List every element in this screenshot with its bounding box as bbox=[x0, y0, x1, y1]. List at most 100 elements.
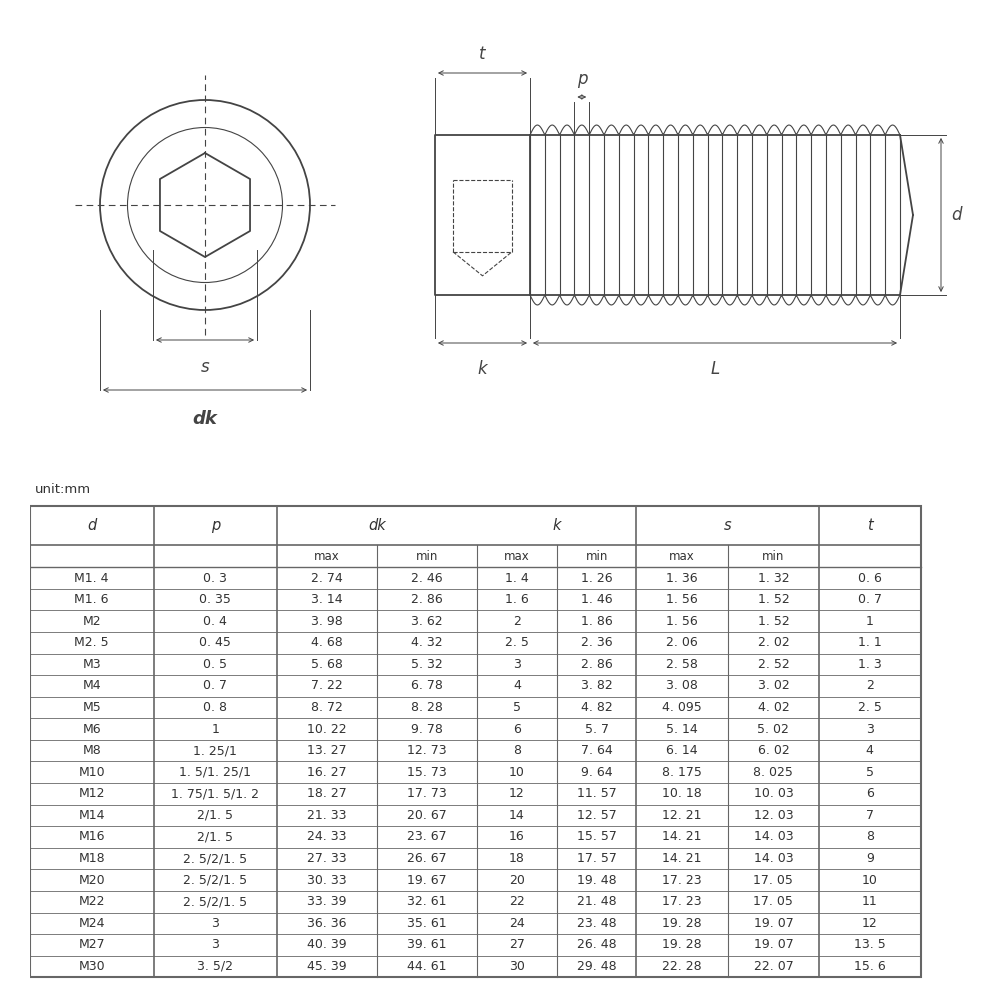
Text: M2. 5: M2. 5 bbox=[74, 636, 109, 649]
Text: 5. 7: 5. 7 bbox=[585, 723, 609, 736]
Text: 2. 58: 2. 58 bbox=[666, 658, 698, 671]
Text: 2. 5: 2. 5 bbox=[858, 701, 882, 714]
Text: 12. 03: 12. 03 bbox=[754, 809, 793, 822]
Text: 3. 98: 3. 98 bbox=[311, 615, 343, 628]
Text: 5. 68: 5. 68 bbox=[311, 658, 343, 671]
Text: 1. 5/1. 25/1: 1. 5/1. 25/1 bbox=[179, 766, 251, 779]
Text: 17. 23: 17. 23 bbox=[662, 895, 702, 908]
Text: 3. 14: 3. 14 bbox=[311, 593, 343, 606]
Text: 18: 18 bbox=[509, 852, 525, 865]
Text: M1. 6: M1. 6 bbox=[74, 593, 109, 606]
Text: 2. 86: 2. 86 bbox=[581, 658, 613, 671]
Text: 5. 14: 5. 14 bbox=[666, 723, 698, 736]
Text: 30: 30 bbox=[509, 960, 525, 973]
Text: 17. 05: 17. 05 bbox=[753, 874, 793, 887]
Text: 7: 7 bbox=[866, 809, 874, 822]
Text: 10. 03: 10. 03 bbox=[754, 787, 793, 800]
Text: 8. 72: 8. 72 bbox=[311, 701, 343, 714]
Text: 1. 4: 1. 4 bbox=[505, 572, 529, 585]
Text: 3. 5/2: 3. 5/2 bbox=[197, 960, 233, 973]
Text: 9: 9 bbox=[866, 852, 874, 865]
Text: 12. 73: 12. 73 bbox=[407, 744, 446, 757]
Text: M6: M6 bbox=[82, 723, 101, 736]
Text: 0. 6: 0. 6 bbox=[858, 572, 882, 585]
Text: 15. 73: 15. 73 bbox=[407, 766, 446, 779]
Text: 8. 28: 8. 28 bbox=[411, 701, 443, 714]
Text: 19. 28: 19. 28 bbox=[662, 917, 702, 930]
Text: 35. 61: 35. 61 bbox=[407, 917, 446, 930]
Text: t: t bbox=[867, 518, 873, 533]
Text: 3: 3 bbox=[211, 917, 219, 930]
Text: 4. 02: 4. 02 bbox=[758, 701, 789, 714]
Text: 14. 03: 14. 03 bbox=[754, 830, 793, 843]
Text: k: k bbox=[552, 518, 561, 533]
Text: 3. 82: 3. 82 bbox=[581, 679, 613, 692]
Text: 2. 5/2/1. 5: 2. 5/2/1. 5 bbox=[183, 852, 247, 865]
Text: M5: M5 bbox=[82, 701, 101, 714]
Text: M18: M18 bbox=[78, 852, 105, 865]
Text: 12. 21: 12. 21 bbox=[662, 809, 702, 822]
Text: 17. 73: 17. 73 bbox=[407, 787, 446, 800]
Text: 36. 36: 36. 36 bbox=[307, 917, 347, 930]
Text: 30. 33: 30. 33 bbox=[307, 874, 347, 887]
Text: 19. 28: 19. 28 bbox=[662, 938, 702, 951]
Text: 4. 68: 4. 68 bbox=[311, 636, 343, 649]
Text: M22: M22 bbox=[78, 895, 105, 908]
Text: 24. 33: 24. 33 bbox=[307, 830, 347, 843]
Text: 5. 02: 5. 02 bbox=[757, 723, 789, 736]
Text: 0. 8: 0. 8 bbox=[203, 701, 227, 714]
Text: 2. 02: 2. 02 bbox=[758, 636, 789, 649]
Text: 0. 7: 0. 7 bbox=[203, 679, 227, 692]
Text: 11: 11 bbox=[862, 895, 878, 908]
Text: 10: 10 bbox=[509, 766, 525, 779]
Text: 1. 6: 1. 6 bbox=[505, 593, 529, 606]
Text: M27: M27 bbox=[78, 938, 105, 951]
Text: 2. 5/2/1. 5: 2. 5/2/1. 5 bbox=[183, 874, 247, 887]
Text: 4: 4 bbox=[866, 744, 874, 757]
Text: 10: 10 bbox=[862, 874, 878, 887]
Text: s: s bbox=[723, 518, 731, 533]
Text: max: max bbox=[504, 550, 530, 563]
Text: 0. 4: 0. 4 bbox=[203, 615, 227, 628]
Text: 10. 22: 10. 22 bbox=[307, 723, 347, 736]
Text: 3. 02: 3. 02 bbox=[758, 679, 789, 692]
Text: M10: M10 bbox=[78, 766, 105, 779]
Text: 2. 5/2/1. 5: 2. 5/2/1. 5 bbox=[183, 895, 247, 908]
Text: max: max bbox=[314, 550, 340, 563]
Text: p: p bbox=[211, 518, 220, 533]
Text: d: d bbox=[87, 518, 96, 533]
Text: M24: M24 bbox=[78, 917, 105, 930]
Text: 26. 67: 26. 67 bbox=[407, 852, 446, 865]
Text: 11. 57: 11. 57 bbox=[577, 787, 617, 800]
Text: M4: M4 bbox=[82, 679, 101, 692]
Text: 26. 48: 26. 48 bbox=[577, 938, 616, 951]
Text: 22: 22 bbox=[509, 895, 525, 908]
Text: 6. 02: 6. 02 bbox=[758, 744, 789, 757]
Text: d: d bbox=[951, 206, 962, 224]
Text: 1. 25/1: 1. 25/1 bbox=[193, 744, 237, 757]
Text: 5. 32: 5. 32 bbox=[411, 658, 442, 671]
Text: 8. 025: 8. 025 bbox=[753, 766, 793, 779]
Text: 23. 67: 23. 67 bbox=[407, 830, 446, 843]
Text: min: min bbox=[415, 550, 438, 563]
Text: 39. 61: 39. 61 bbox=[407, 938, 446, 951]
Text: 0. 5: 0. 5 bbox=[203, 658, 227, 671]
Text: 1. 3: 1. 3 bbox=[858, 658, 882, 671]
Text: 1: 1 bbox=[866, 615, 874, 628]
Text: 6: 6 bbox=[513, 723, 521, 736]
Bar bbox=[435, 135, 530, 295]
Text: min: min bbox=[585, 550, 608, 563]
Text: 13. 5: 13. 5 bbox=[854, 938, 886, 951]
Text: L: L bbox=[710, 360, 720, 378]
Text: dk: dk bbox=[368, 518, 386, 533]
Text: 14. 03: 14. 03 bbox=[754, 852, 793, 865]
Text: 23. 48: 23. 48 bbox=[577, 917, 616, 930]
Text: 12: 12 bbox=[862, 917, 878, 930]
Text: 1. 52: 1. 52 bbox=[758, 615, 789, 628]
Text: 24: 24 bbox=[509, 917, 525, 930]
Text: 22. 07: 22. 07 bbox=[754, 960, 793, 973]
Text: 1. 75/1. 5/1. 2: 1. 75/1. 5/1. 2 bbox=[171, 787, 259, 800]
Text: 0. 35: 0. 35 bbox=[199, 593, 231, 606]
Text: 7. 64: 7. 64 bbox=[581, 744, 613, 757]
Text: 1. 36: 1. 36 bbox=[666, 572, 698, 585]
